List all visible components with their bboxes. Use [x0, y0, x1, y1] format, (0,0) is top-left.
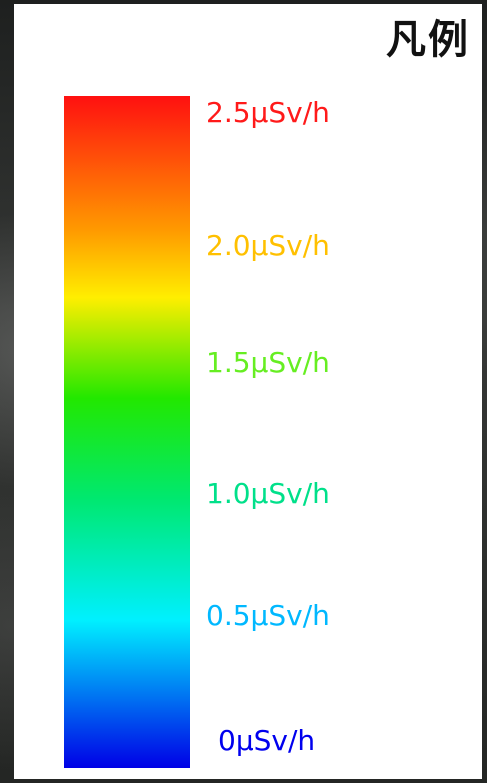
legend-panel: 凡例 2.5μSv/h 2.0μSv/h 1.5μSv/h 1.0μSv/h 0.5μS… [14, 4, 482, 779]
color-scale-bar [64, 96, 190, 768]
scale-label: 1.5μSv/h [206, 346, 330, 379]
scale-label: 2.0μSv/h [206, 229, 330, 262]
scale-label: 0.5μSv/h [206, 599, 330, 632]
legend-title: 凡例 [386, 17, 470, 63]
scale-label: 0μSv/h [218, 724, 316, 757]
scale-label: 1.0μSv/h [206, 477, 330, 510]
scale-label: 2.5μSv/h [206, 96, 330, 129]
